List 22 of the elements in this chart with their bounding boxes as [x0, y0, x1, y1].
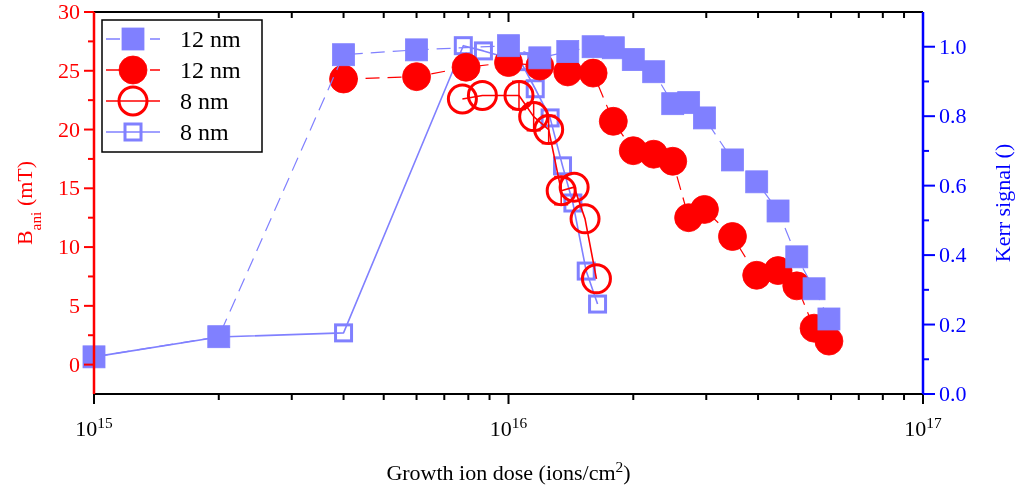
- y-tick-label: 0: [69, 351, 80, 377]
- x-tick-label: 10$^{15}$: [75, 413, 113, 441]
- y-tick-label: 20: [58, 116, 80, 142]
- legend-label: 12 nm: [180, 57, 241, 83]
- legend-label: 8 nm: [180, 88, 229, 114]
- y-tick-label: 5: [69, 292, 80, 318]
- y2-tick-label: 0.4: [939, 242, 967, 268]
- y-tick-label: 30: [58, 0, 80, 24]
- legend-label: 12 nm: [180, 26, 241, 52]
- x-tick-label: 10$^{16}$: [489, 413, 528, 441]
- legend-label: 8 nm: [180, 119, 229, 145]
- y2-tick-label: 0.0: [939, 381, 967, 406]
- y-tick-label: 15: [58, 175, 80, 201]
- y2-axis-title: Kerr signal (): [990, 143, 1015, 263]
- y-tick-label: 10: [58, 234, 80, 260]
- y2-tick-label: 0.2: [939, 311, 967, 337]
- x-axis-title: Growth ion dose (ions/cm$^{2}$): [386, 457, 631, 485]
- y2-tick-label: 0.6: [939, 172, 967, 198]
- y-tick-label: 25: [58, 57, 80, 83]
- x-tick-label: 10$^{17}$: [904, 413, 942, 441]
- y2-tick-label: 1.0: [939, 33, 967, 59]
- y2-tick-label: 0.8: [939, 103, 967, 129]
